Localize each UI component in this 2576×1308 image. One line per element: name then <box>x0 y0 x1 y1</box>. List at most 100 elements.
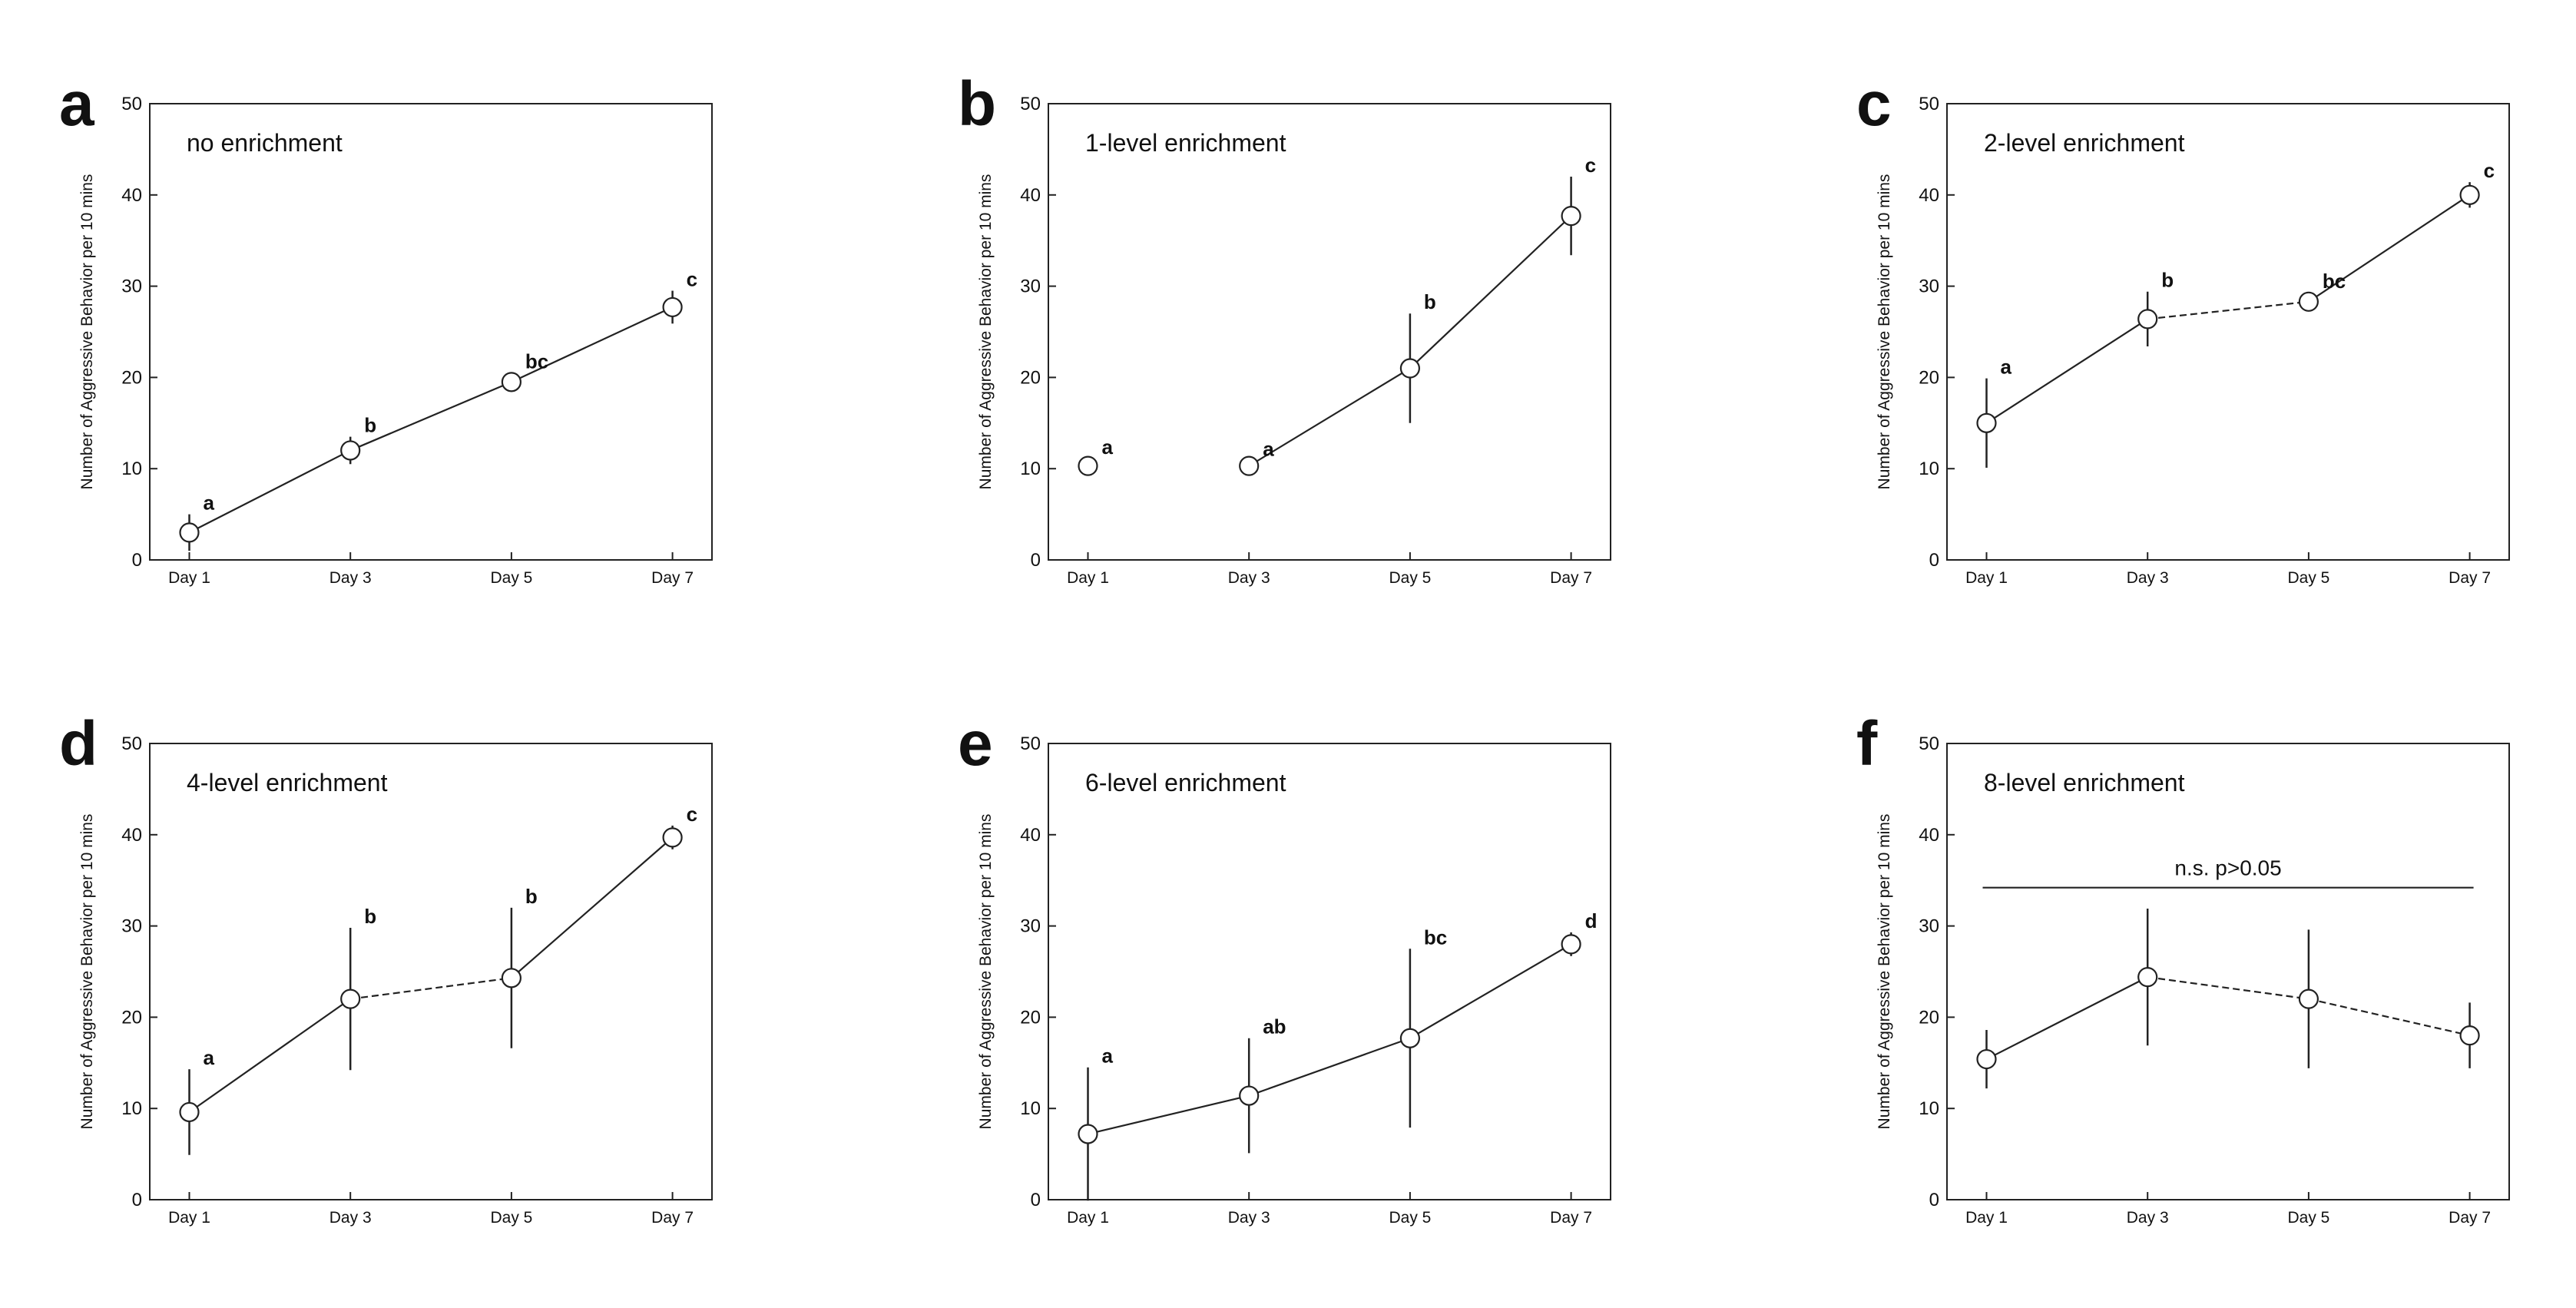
y-tick-label: 0 <box>132 1190 142 1210</box>
data-point <box>2298 988 2319 1009</box>
significance-letter: a <box>2001 356 2012 379</box>
data-point <box>1976 412 1997 433</box>
data-point <box>662 827 683 848</box>
data-point <box>1078 1124 1098 1144</box>
y-tick-label: 50 <box>121 94 142 114</box>
significance-letter: a <box>204 492 215 515</box>
x-tick-label: Day 7 <box>1550 1209 1592 1227</box>
series-line-segment <box>511 306 674 383</box>
y-tick-label: 30 <box>121 277 142 297</box>
y-tick-label: 40 <box>1919 185 1939 206</box>
data-point <box>501 372 522 392</box>
chart-panel-f: f 8-level enrichment Number of Aggressive … <box>1856 709 2510 1227</box>
y-axis-label: Number of Aggressive Behavior per 10 min… <box>1876 174 1893 490</box>
x-tick-label: Day 5 <box>1389 569 1431 587</box>
plot-frame <box>1048 743 1611 1200</box>
significance-letter: d <box>1585 909 1598 932</box>
x-tick-label: Day 5 <box>490 569 532 587</box>
x-tick-label: Day 3 <box>2127 1209 2169 1227</box>
data-point <box>2298 291 2319 312</box>
y-tick-label: 20 <box>1020 367 1041 388</box>
x-tick-label: Day 3 <box>329 569 372 587</box>
y-tick-label: 10 <box>1020 459 1041 479</box>
significance-letter: ab <box>1263 1015 1286 1038</box>
data-point <box>1239 1085 1260 1106</box>
x-tick-label: Day 1 <box>168 1209 210 1227</box>
data-point <box>179 1101 200 1123</box>
y-axis-label: Number of Aggressive Behavior per 10 min… <box>78 174 96 490</box>
data-point <box>340 440 361 461</box>
data-point <box>2137 967 2158 988</box>
chart-panel-b: b 1-level enrichment Number of Aggressive … <box>958 69 1611 587</box>
data-point <box>1399 358 1421 379</box>
panel-letter: f <box>1856 709 1878 779</box>
series-line-segment <box>2147 300 2309 320</box>
significance-letter: c <box>687 803 697 826</box>
x-tick-label: Day 3 <box>2127 569 2169 587</box>
plot-frame <box>1946 743 2510 1200</box>
y-tick-label: 10 <box>121 459 142 479</box>
chart-panel-c: c 2-level enrichment Number of Aggressive … <box>1856 69 2510 587</box>
chart-panel-d: d 4-level enrichment Number of Aggressive … <box>59 709 713 1227</box>
chart-panel-e: e 6-level enrichment Number of Aggressive … <box>958 709 1611 1227</box>
series-line-segment <box>350 977 512 1000</box>
data-point <box>2459 1025 2480 1046</box>
significance-letter: bc <box>1424 926 1447 949</box>
significance-letter: b <box>364 905 376 928</box>
chart-title: 8-level enrichment <box>1984 769 2185 796</box>
series-line-segment <box>511 836 674 979</box>
series-line-segment <box>2308 194 2471 303</box>
x-tick-label: Day 7 <box>1550 569 1592 587</box>
y-axis-label: Number of Aggressive Behavior per 10 min… <box>1876 814 1893 1130</box>
y-tick-label: 40 <box>121 825 142 846</box>
significance-letter: c <box>2484 159 2495 182</box>
series-line-segment <box>189 449 351 534</box>
y-tick-label: 30 <box>1919 277 1939 297</box>
y-tick-label: 10 <box>1919 459 1939 479</box>
series-line-segment <box>2147 976 2309 1000</box>
y-tick-label: 0 <box>132 550 142 571</box>
plot-frame <box>1048 103 1611 561</box>
data-point <box>1399 1028 1421 1048</box>
series-line-segment <box>1248 367 1411 467</box>
y-tick-label: 40 <box>1020 185 1041 206</box>
y-axis-label: Number of Aggressive Behavior per 10 min… <box>977 174 995 490</box>
y-tick-label: 20 <box>1919 367 1939 388</box>
y-tick-label: 30 <box>121 916 142 937</box>
series-line-segment <box>349 381 512 452</box>
y-tick-label: 20 <box>1020 1007 1041 1028</box>
data-point <box>1239 455 1260 476</box>
x-tick-label: Day 1 <box>1965 569 2008 587</box>
x-tick-label: Day 1 <box>1067 1209 1109 1227</box>
significance-letter: a <box>204 1046 215 1069</box>
chart-title: 1-level enrichment <box>1085 129 1286 157</box>
series-line-segment <box>1409 215 1572 369</box>
plot-frame <box>149 743 713 1200</box>
y-tick-label: 20 <box>121 367 142 388</box>
significance-letter: c <box>1585 154 1596 177</box>
x-tick-label: Day 5 <box>490 1209 532 1227</box>
plot-frame <box>1946 103 2510 561</box>
y-tick-label: 30 <box>1919 916 1939 937</box>
significance-letter: b <box>2161 269 2174 292</box>
y-tick-label: 0 <box>1031 550 1041 571</box>
series-line-segment <box>1409 943 1572 1039</box>
series-line-segment <box>188 998 351 1113</box>
data-point <box>1976 1048 1997 1070</box>
x-tick-label: Day 7 <box>651 1209 694 1227</box>
y-tick-label: 20 <box>121 1007 142 1028</box>
y-tick-label: 30 <box>1020 277 1041 297</box>
x-tick-label: Day 1 <box>1965 1209 2008 1227</box>
series-line-segment <box>1986 976 2148 1061</box>
significance-annotation: n.s. p>0.05 <box>2174 856 2281 880</box>
x-tick-label: Day 3 <box>1228 1209 1270 1227</box>
series-line-segment <box>2308 998 2470 1037</box>
chart-title: 2-level enrichment <box>1984 129 2185 157</box>
data-point <box>1561 934 1581 955</box>
significance-letter: bc <box>2323 270 2346 293</box>
panel-letter: b <box>958 69 996 139</box>
data-point <box>2137 309 2158 329</box>
significance-letter: bc <box>525 349 548 373</box>
panel-letter: d <box>59 709 98 779</box>
